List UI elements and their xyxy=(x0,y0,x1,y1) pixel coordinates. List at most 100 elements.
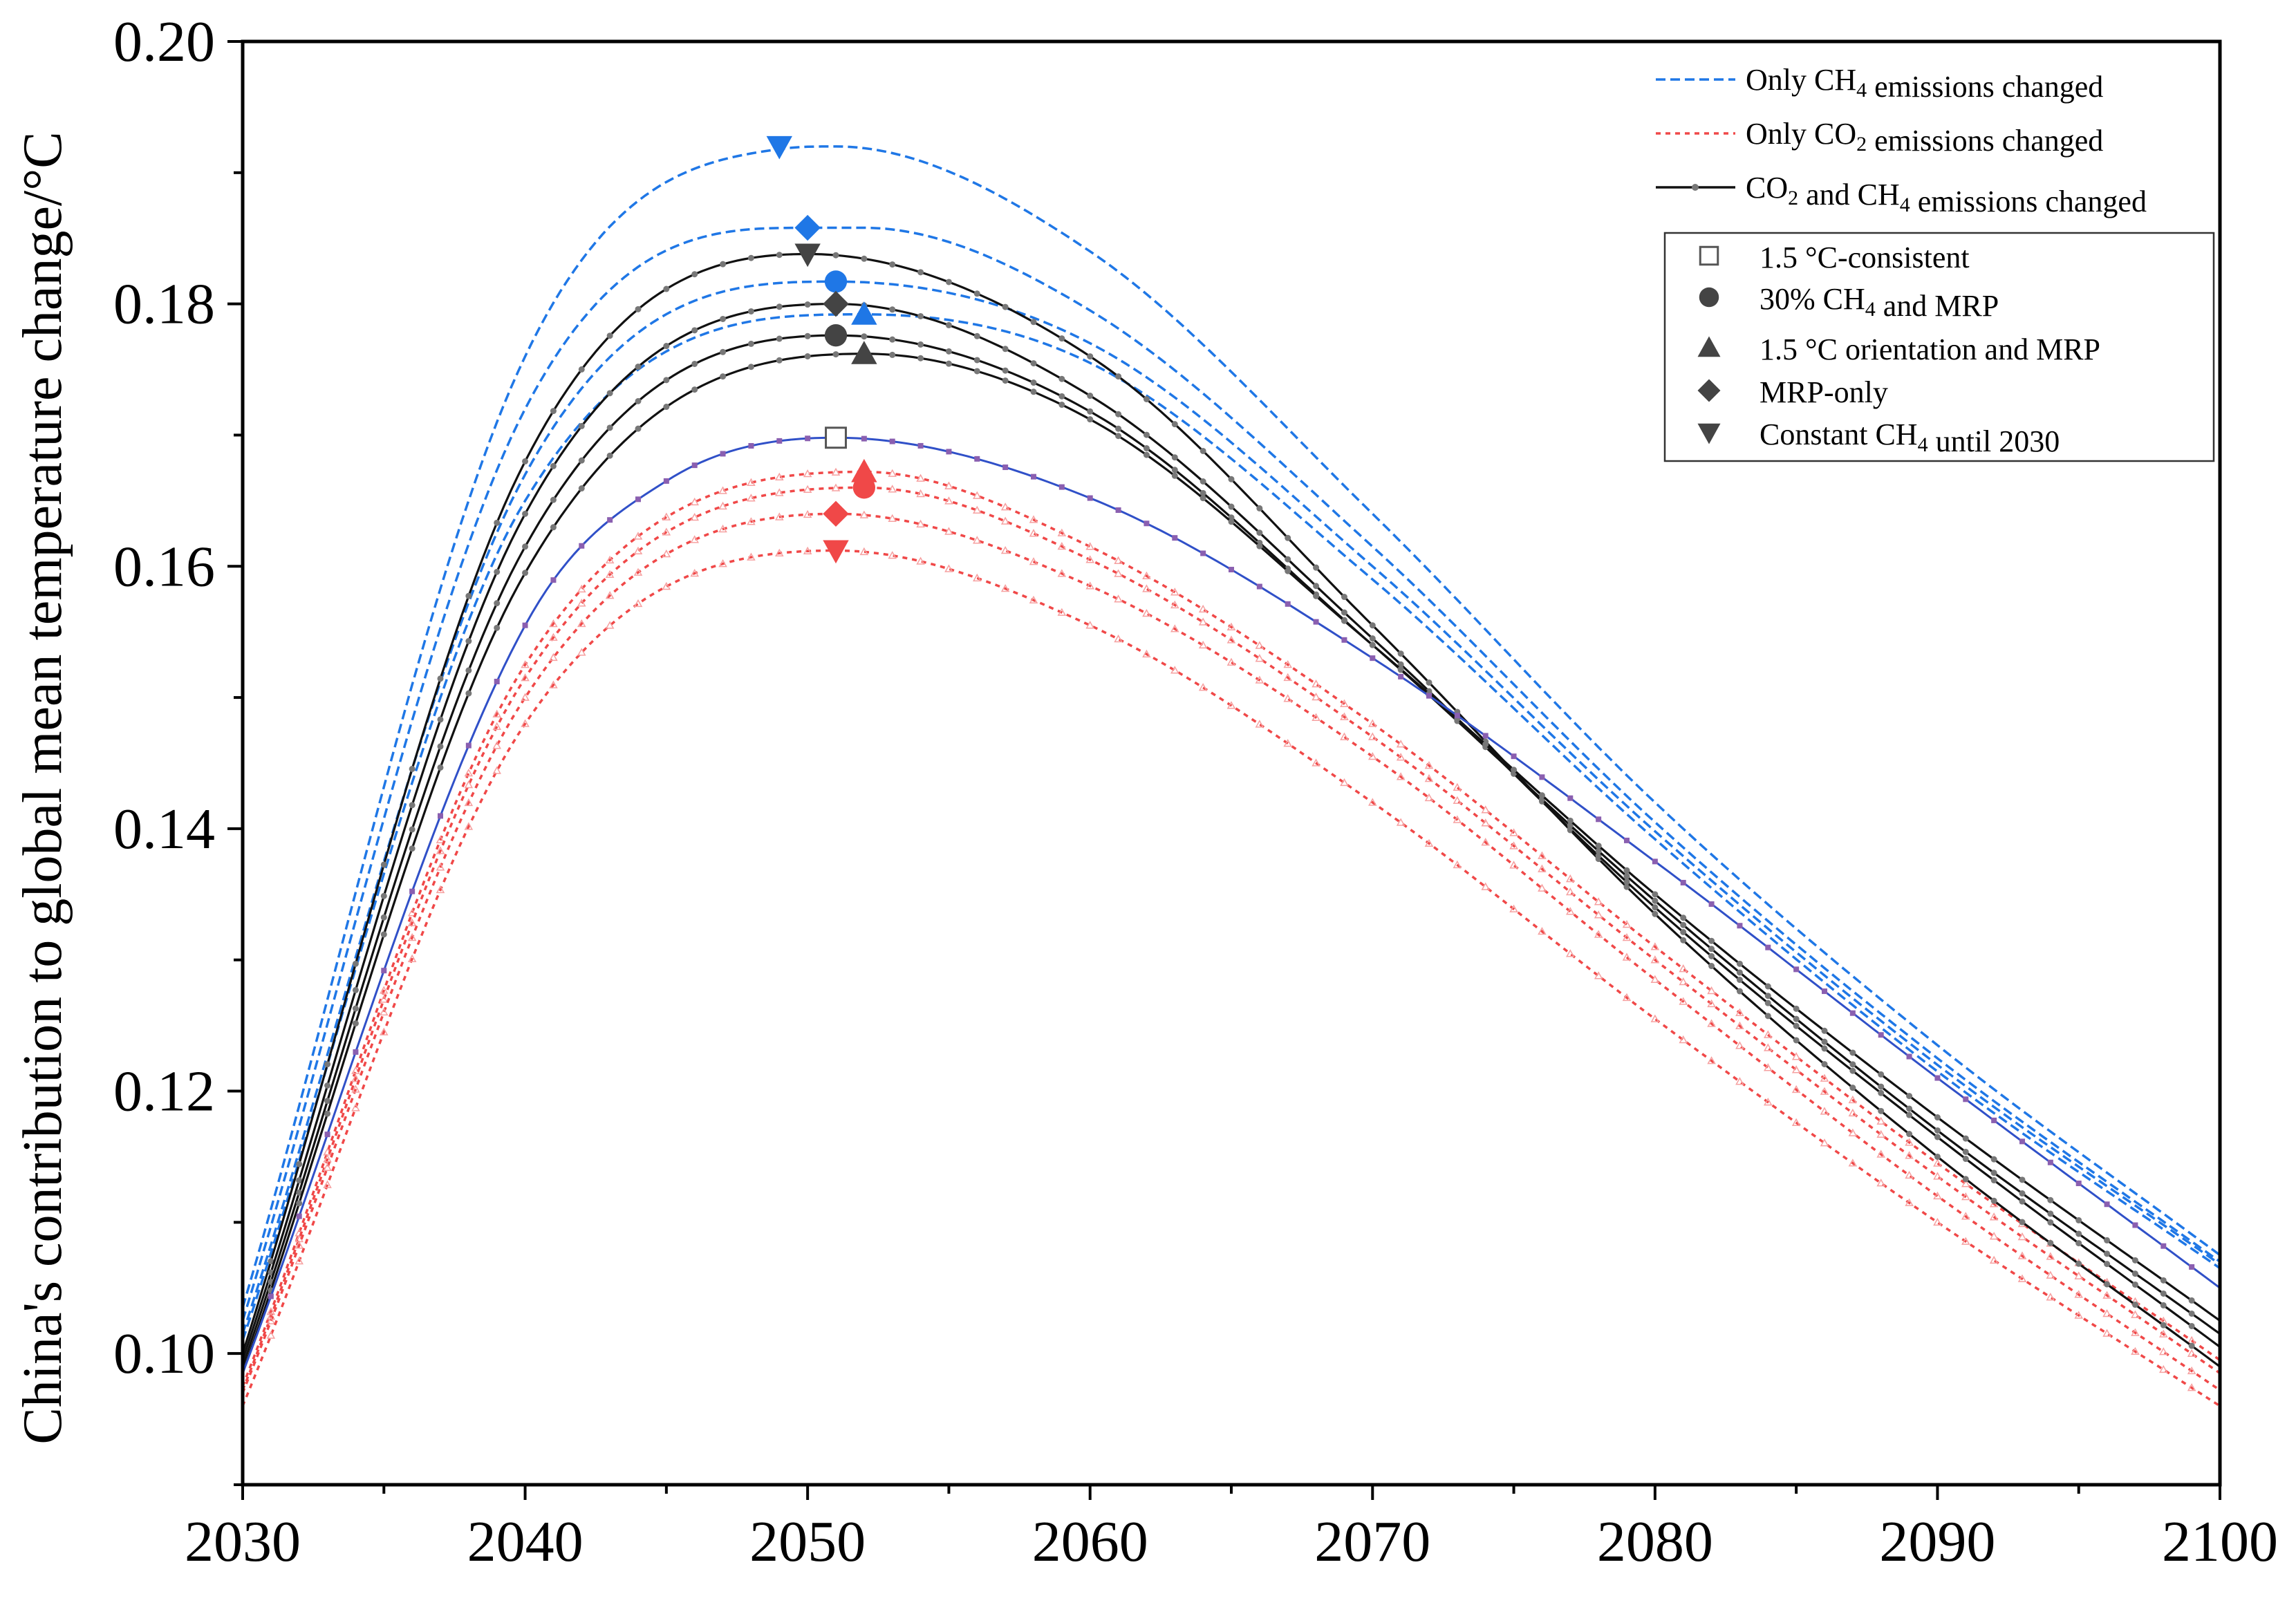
curve-point xyxy=(635,306,642,312)
curve-point xyxy=(2131,1270,2138,1277)
series-line-ch4-3 xyxy=(241,280,2221,1335)
curve-point xyxy=(1085,555,1094,563)
curve-point xyxy=(2131,1346,2140,1355)
curve-point xyxy=(1793,966,1800,973)
curve-point xyxy=(2159,1329,2168,1338)
curve-point xyxy=(2187,1366,2196,1375)
curve-point xyxy=(691,462,698,469)
curve-point xyxy=(549,680,558,688)
curve-point xyxy=(1623,879,1630,885)
curve-point xyxy=(1680,937,1687,944)
curve-point xyxy=(465,638,472,645)
curve-point xyxy=(1143,431,1150,438)
curve-point xyxy=(1058,335,1065,342)
curve-point xyxy=(1114,594,1123,603)
curve-point xyxy=(1736,977,1743,984)
curve-point xyxy=(1142,571,1151,579)
curve-point xyxy=(1708,963,1715,970)
curve-point xyxy=(1115,411,1122,417)
curve-point xyxy=(1962,1148,1969,1155)
legend-label-ch4: Only CH4 emissions changed xyxy=(1746,63,2103,104)
curve-point xyxy=(1849,1067,1856,1074)
curve-point xyxy=(1876,1149,1885,1158)
curve-point xyxy=(1707,1019,1716,1027)
curve-point xyxy=(1511,753,1517,760)
curve-point xyxy=(1708,901,1715,907)
curve-point xyxy=(1933,1191,1942,1200)
curve-point xyxy=(2131,1257,2138,1264)
scenario-legend-marker xyxy=(1697,423,1721,444)
curve-point xyxy=(1200,495,1206,502)
curve-point xyxy=(1878,1032,1884,1038)
curve-point xyxy=(578,485,585,492)
peak-marker-base-square-open xyxy=(825,426,847,449)
curve-point xyxy=(1679,977,1688,986)
curve-point xyxy=(465,742,472,749)
curve-point xyxy=(1143,445,1150,452)
curve-point xyxy=(888,514,897,523)
curve-point xyxy=(351,1103,360,1111)
curve-point xyxy=(1594,930,1603,938)
curve-point xyxy=(1567,795,1574,801)
scenario-legend-label: 30% CH4 and MRP xyxy=(1760,282,1999,323)
curve-point xyxy=(1313,583,1320,590)
curve-point xyxy=(1707,1056,1716,1064)
curve-point xyxy=(1002,464,1009,471)
curve-point xyxy=(1933,1217,1942,1226)
curve-point xyxy=(1029,515,1038,523)
curve-point xyxy=(1737,923,1743,929)
x-tick-label: 2090 xyxy=(1879,1510,1995,1574)
curve-point xyxy=(832,351,839,358)
curve-point xyxy=(577,599,586,607)
curve-point xyxy=(407,932,417,941)
curve-point xyxy=(2160,1243,2167,1249)
curve-point xyxy=(888,469,897,477)
curve-point xyxy=(381,968,387,974)
curve-point xyxy=(1312,758,1320,767)
curve-point xyxy=(1989,1232,1999,1240)
curve-point xyxy=(2104,1237,2111,1243)
curve-point xyxy=(1029,557,1038,565)
curve-point xyxy=(2104,1250,2111,1257)
curve-point xyxy=(1283,673,1292,682)
curve-point xyxy=(605,555,615,564)
curve-point xyxy=(1228,518,1235,525)
curve-point xyxy=(1481,882,1490,890)
curve-point xyxy=(436,885,445,894)
curve-point xyxy=(1623,883,1630,890)
curve-point xyxy=(1481,818,1490,827)
curve-point xyxy=(1255,654,1264,662)
curve-point xyxy=(1200,447,1206,454)
curve-point xyxy=(605,570,615,579)
curve-point xyxy=(718,486,727,494)
curve-point xyxy=(464,768,474,777)
curve-point xyxy=(1229,567,1234,573)
curve-point xyxy=(1538,851,1547,859)
curve-point xyxy=(1057,569,1067,577)
y-tick-label: 0.12 xyxy=(113,1060,215,1124)
curve-point xyxy=(1453,782,1462,791)
curve-point xyxy=(1368,719,1377,727)
curve-point xyxy=(1680,921,1687,928)
curve-point xyxy=(1991,1117,1997,1123)
curve-point xyxy=(945,279,952,285)
curve-point xyxy=(323,1180,332,1188)
y-axis-title: China's contribution to global mean temp… xyxy=(12,131,73,1444)
curve-point xyxy=(577,648,586,656)
curve-point xyxy=(1285,601,1291,607)
curve-point xyxy=(1313,619,1319,625)
curve-point xyxy=(1765,944,1771,950)
curve-point xyxy=(296,1213,302,1219)
curve-point xyxy=(2159,1347,2168,1355)
curve-point xyxy=(1511,767,1518,773)
curve-point xyxy=(2017,1274,2027,1282)
series-line-ch4-2 xyxy=(241,226,2221,1322)
curve-point xyxy=(2188,1310,2195,1317)
curve-point xyxy=(1000,503,1010,511)
curve-point xyxy=(296,1189,303,1196)
curve-point xyxy=(1962,1135,1969,1142)
curve-point xyxy=(2131,1302,2138,1308)
curve-point xyxy=(409,765,416,772)
curve-point xyxy=(1764,1043,1773,1051)
